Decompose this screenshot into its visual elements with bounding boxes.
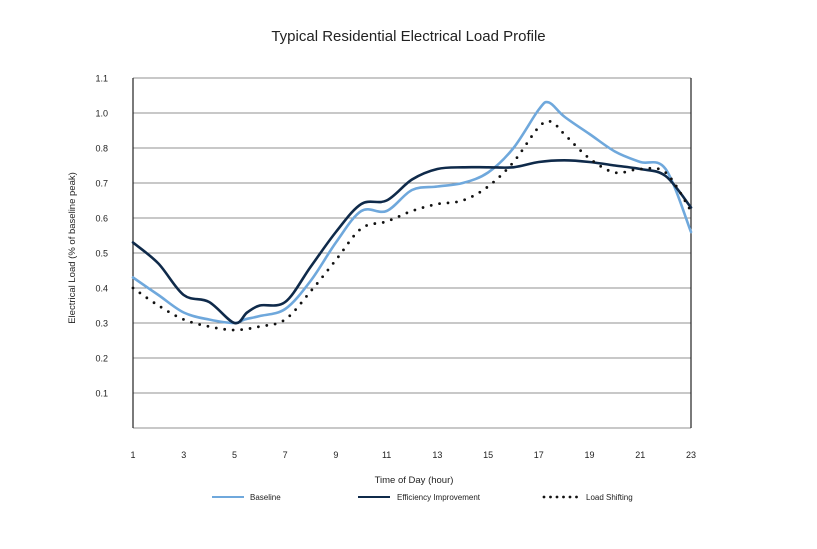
- x-tick-label: 15: [483, 450, 493, 460]
- axes: [132, 78, 692, 428]
- x-tick-label: 7: [283, 450, 288, 460]
- x-tick-label: 19: [585, 450, 595, 460]
- y-tick-label: 0.8: [95, 144, 108, 154]
- x-tick-label: 5: [232, 450, 237, 460]
- x-tick-label: 23: [686, 450, 696, 460]
- y-tick-label: 0.2: [95, 354, 108, 364]
- series-line-load-shifting: [131, 119, 693, 332]
- y-tick-label: 0.3: [95, 319, 108, 329]
- x-tick-label: 17: [534, 450, 544, 460]
- x-tick-label: 3: [181, 450, 186, 460]
- x-tick-labels: 1 3 5 7 9 11 13 15 17 19 21 23: [130, 450, 696, 460]
- y-axis-label: Electrical Load (% of baseline peak): [67, 172, 78, 324]
- y-tick-label: 1.0: [95, 109, 108, 119]
- y-tick-labels: 1.1 1.0 0.8 0.7 0.6 0.5 0.4 0.3 0.2 0.1: [95, 74, 108, 399]
- legend-label-load-shifting: Load Shifting: [586, 493, 633, 502]
- x-tick-label: 11: [382, 450, 391, 460]
- series-lines: [131, 100, 693, 332]
- series-line-baseline: [131, 100, 693, 325]
- y-tick-label: 0.6: [95, 214, 108, 224]
- y-tick-label: 0.7: [95, 179, 108, 189]
- x-axis-label: Time of Day (hour): [375, 475, 454, 486]
- y-tick-label: 0.1: [95, 389, 108, 399]
- x-tick-label: 9: [333, 450, 338, 460]
- y-tick-label: 0.5: [95, 249, 108, 259]
- legend-label-efficiency-improvement: Efficiency Improvement: [397, 493, 481, 502]
- legend-label-baseline: Baseline: [250, 493, 281, 502]
- x-tick-label: 21: [635, 450, 645, 460]
- x-tick-label: 1: [130, 450, 135, 460]
- chart-title: Typical Residential Electrical Load Prof…: [271, 28, 546, 45]
- grid-lines: [133, 77, 691, 429]
- x-tick-label: 13: [432, 450, 442, 460]
- y-tick-label: 1.1: [95, 74, 108, 84]
- series-line-efficiency-improvement: [131, 159, 693, 325]
- y-tick-label: 0.4: [95, 284, 108, 294]
- legend: Baseline Efficiency Improvement Load Shift…: [212, 493, 633, 502]
